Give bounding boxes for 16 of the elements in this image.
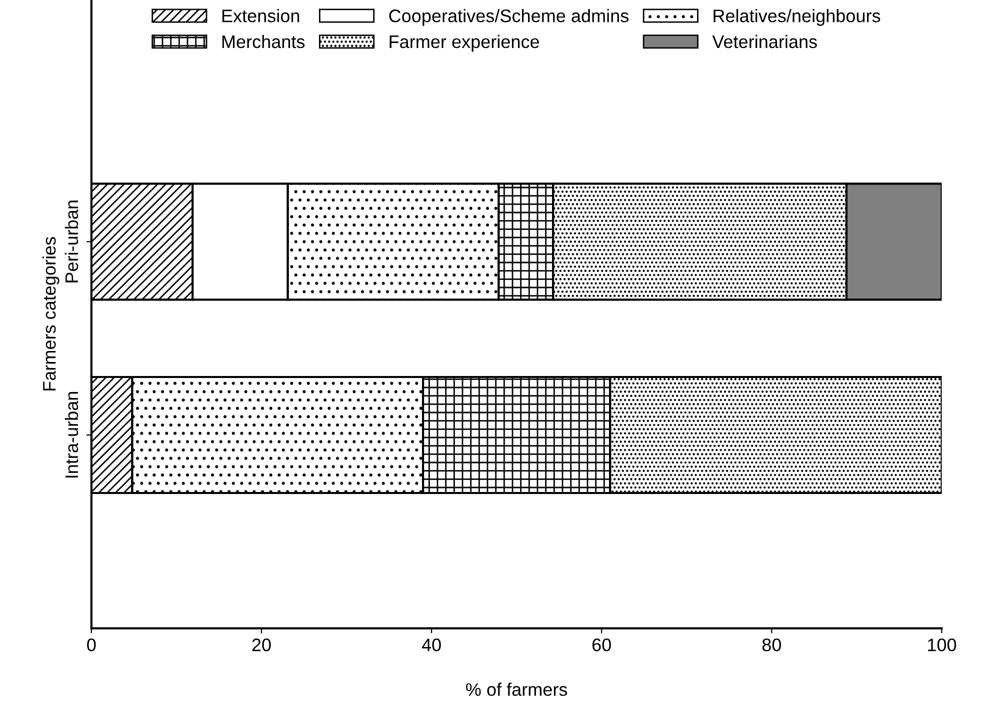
x-tick-label: 60 bbox=[592, 638, 611, 652]
y-tick-label: Intra-urban bbox=[64, 392, 78, 478]
x-axis-title: % of farmers bbox=[466, 682, 568, 696]
legend-label: Extension bbox=[222, 9, 300, 22]
x-tick-label: 80 bbox=[762, 638, 781, 652]
x-tick-label: 20 bbox=[252, 638, 271, 652]
legend-label: Farmer experience bbox=[390, 34, 540, 52]
x-tick-label: 100 bbox=[928, 638, 956, 652]
y-axis-title: Farmers categories bbox=[42, 237, 60, 390]
y-tick-label: Peri-urban bbox=[64, 200, 78, 282]
legend-label: Merchants bbox=[222, 34, 305, 48]
legend-label: Veterinarians bbox=[712, 34, 817, 48]
legend-label: Relatives/neighbours bbox=[714, 9, 880, 26]
x-tick-label: 40 bbox=[422, 638, 441, 652]
legend-label: Cooperatives/Scheme admins bbox=[389, 9, 628, 26]
x-tick-label: 0 bbox=[87, 638, 96, 652]
